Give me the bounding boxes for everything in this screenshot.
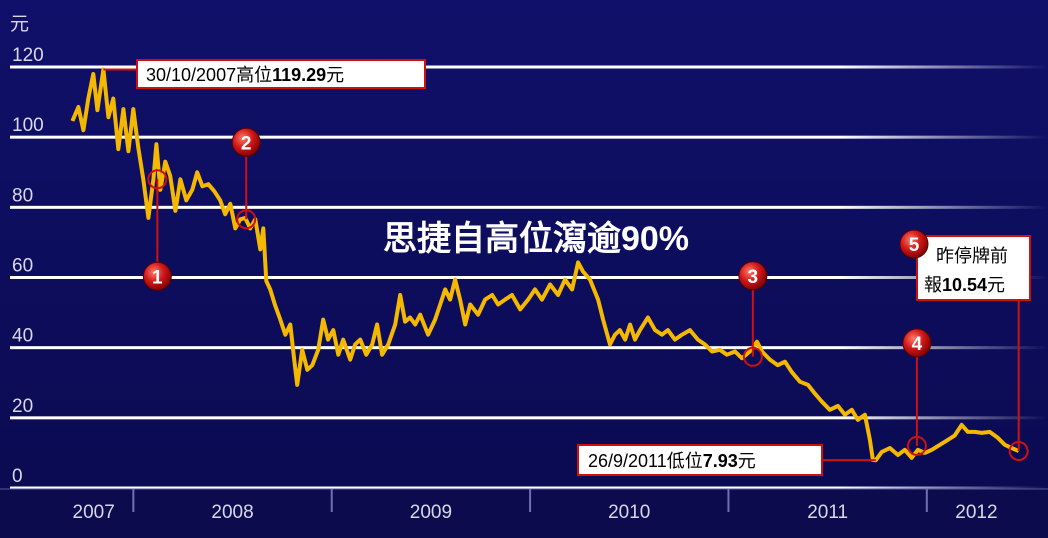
annotation-box bbox=[916, 235, 1031, 301]
annotation-box bbox=[136, 59, 426, 89]
annotation-text: 報10.54元 bbox=[924, 275, 1005, 295]
annotation-box bbox=[577, 444, 823, 476]
x-tick-label: 2008 bbox=[211, 502, 253, 523]
annotation-part: 昨停牌前 bbox=[936, 246, 1008, 266]
y-tick-label: 80 bbox=[12, 185, 33, 206]
annotation-text: 30/10/2007高位119.29元 bbox=[146, 65, 344, 85]
y-tick-label: 20 bbox=[12, 396, 33, 417]
marker-number: 3 bbox=[748, 267, 759, 288]
marker-badge bbox=[231, 127, 261, 157]
x-tick-label: 2010 bbox=[608, 502, 650, 523]
annotation-part: 10.54 bbox=[942, 275, 987, 295]
x-tick-label: 2011 bbox=[807, 502, 848, 523]
annotation-part: 高位 bbox=[236, 65, 272, 85]
x-tick-label: 2009 bbox=[410, 502, 452, 523]
grid-line bbox=[10, 346, 1048, 350]
marker-badge bbox=[738, 261, 768, 291]
x-tick-label: 2012 bbox=[955, 502, 997, 523]
annotation-part: 7.93 bbox=[703, 451, 738, 471]
annotation-text: 26/9/2011低位7.93元 bbox=[588, 451, 756, 471]
price-line bbox=[70, 67, 1020, 463]
y-tick-label: 120 bbox=[12, 45, 44, 66]
y-tick-label: 0 bbox=[12, 466, 23, 487]
annotation-part: 元 bbox=[326, 65, 344, 85]
y-tick-label: 100 bbox=[12, 115, 44, 136]
grid-line bbox=[10, 65, 1048, 69]
y-unit: 元 bbox=[10, 14, 29, 35]
x-axis-band bbox=[0, 489, 1048, 538]
marker-number: 5 bbox=[909, 235, 920, 256]
annotation-part: 低位 bbox=[667, 451, 703, 471]
annotation-part: 119.29 bbox=[272, 65, 326, 85]
marker-badge bbox=[899, 229, 929, 259]
annotation-part: 26/9/2011 bbox=[588, 451, 667, 471]
annotation-text: 昨停牌前 bbox=[936, 246, 1008, 266]
grid-line bbox=[10, 135, 1048, 139]
marker-badge bbox=[142, 261, 172, 291]
grid-line bbox=[10, 205, 1048, 209]
y-tick-label: 40 bbox=[12, 326, 33, 347]
grid-line bbox=[10, 416, 1048, 420]
chart-title: 思捷自高位瀉逾90% bbox=[383, 219, 689, 258]
marker-number: 1 bbox=[152, 267, 163, 288]
marker-badge bbox=[902, 328, 932, 358]
marker-number: 2 bbox=[241, 133, 252, 154]
grid-line bbox=[10, 276, 1048, 279]
annotation-part: 報 bbox=[924, 275, 942, 295]
annotation-part: 30/10/2007 bbox=[146, 65, 236, 85]
y-tick-label: 60 bbox=[12, 256, 33, 277]
annotation-part: 元 bbox=[987, 275, 1005, 295]
marker-number: 4 bbox=[912, 334, 923, 355]
annotation-part: 元 bbox=[738, 451, 756, 471]
grid-line bbox=[10, 486, 1048, 490]
x-tick-label: 2007 bbox=[73, 502, 115, 523]
